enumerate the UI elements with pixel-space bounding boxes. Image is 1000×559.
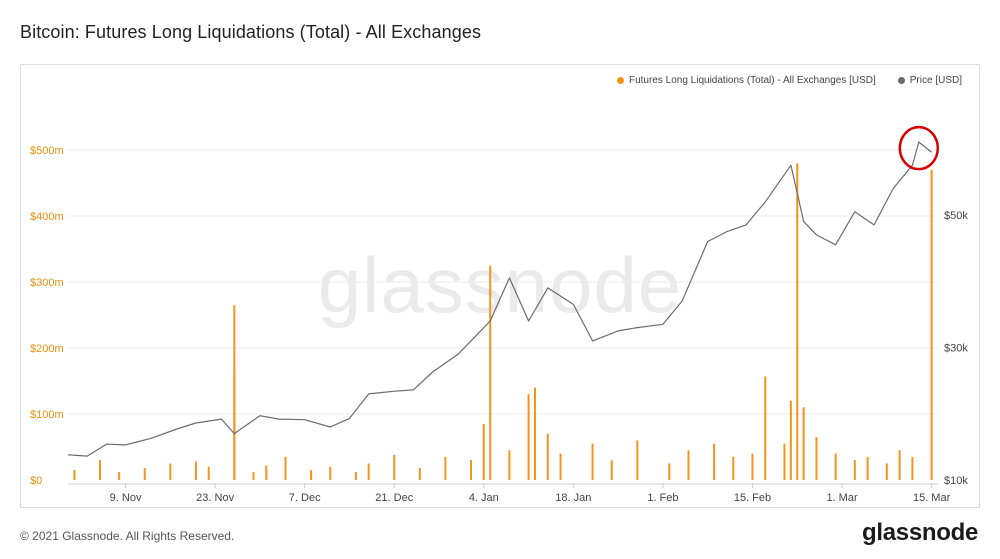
y-left-tick-label: $500m (30, 145, 64, 157)
x-tick-label: 1. Feb (647, 492, 678, 504)
chart-panel (20, 64, 980, 508)
x-tick-label: 7. Dec (289, 492, 321, 504)
x-tick-label: 23. Nov (196, 492, 234, 504)
y-left-tick-label: $100m (30, 409, 64, 421)
liquidations-bars (73, 163, 933, 480)
y-right-tick-label: $50k (944, 210, 968, 222)
y-left-tick-label: $200m (30, 343, 64, 355)
watermark-text: glassnode (318, 241, 683, 329)
legend-item-liquidations[interactable]: Futures Long Liquidations (Total) - All … (616, 75, 876, 86)
legend-label-price: Price [USD] (909, 75, 962, 86)
price-line (67, 141, 932, 457)
legend-item-price[interactable]: Price [USD] (897, 75, 962, 86)
x-tick-label: 15. Feb (734, 492, 771, 504)
legend-label-liquidations: Futures Long Liquidations (Total) - All … (628, 75, 876, 86)
x-tick-label: 15. Mar (913, 492, 951, 504)
y-right-tick-label: $30k (944, 343, 968, 355)
legend-dot-price (897, 77, 905, 84)
x-tick-label: 21. Dec (375, 492, 413, 504)
x-tick-label: 1. Mar (826, 492, 858, 504)
copyright-footer: © 2021 Glassnode. All Rights Reserved. (20, 529, 235, 543)
y-right-tick-label: $10k (944, 475, 968, 487)
x-tick-label: 4. Jan (469, 492, 499, 504)
y-left-tick-label: $400m (30, 211, 64, 223)
glassnode-logo: glassnode (862, 519, 978, 546)
highlight-circle (898, 125, 940, 171)
x-tick-label: 9. Nov (110, 492, 142, 504)
y-left-tick-label: $0 (30, 475, 42, 487)
x-tick-label: 18. Jan (555, 492, 591, 504)
y-left-tick-label: $300m (30, 277, 64, 289)
legend-dot-liquidations (616, 77, 624, 84)
chart-legend[interactable]: Futures Long Liquidations (Total) - All … (616, 75, 962, 86)
chart-title: Bitcoin: Futures Long Liquidations (Tota… (20, 22, 482, 42)
